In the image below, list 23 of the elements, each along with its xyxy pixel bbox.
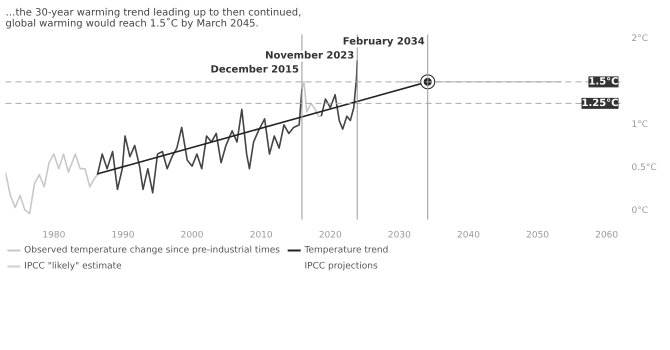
chart-subtitle: …the 30-year warming trend leading up to then continued, global warming would reach 1.5˚C by March 2045. <box>6 8 302 30</box>
legend-label: Temperature trend <box>303 246 388 256</box>
y-tick-label: 2°C <box>632 34 648 44</box>
legend-label: IPCC "likely" estimate <box>24 262 122 272</box>
ref-line-label: November 2023 <box>265 50 354 62</box>
x-tick-label: 1990 <box>112 230 135 240</box>
x-tick-label: 1980 <box>42 230 66 240</box>
y-tick-label: 0.5°C <box>632 162 657 173</box>
x-tick-label: 2030 <box>388 230 412 240</box>
ref-line-label: December 2015 <box>210 64 299 76</box>
legend-label: Observed temperature change since pre-industrial times <box>24 246 280 256</box>
x-tick-label: 2050 <box>526 230 550 240</box>
x-tick-label: 2010 <box>250 230 273 240</box>
ref-line-label: February 2034 <box>342 36 425 48</box>
ref-line-label: 1.25°C <box>581 98 619 109</box>
y-tick-label: 0°C <box>632 206 648 216</box>
x-tick-label: 2020 <box>318 230 342 240</box>
x-tick-label: 2040 <box>457 230 480 240</box>
text: IPCC projections <box>304 262 378 272</box>
x-tick-label: 2000 <box>180 230 204 240</box>
x-tick-label: 2060 <box>595 230 618 240</box>
ref-line-label: 1.5°C <box>588 76 619 88</box>
y-tick-label: 1°C <box>632 120 648 130</box>
